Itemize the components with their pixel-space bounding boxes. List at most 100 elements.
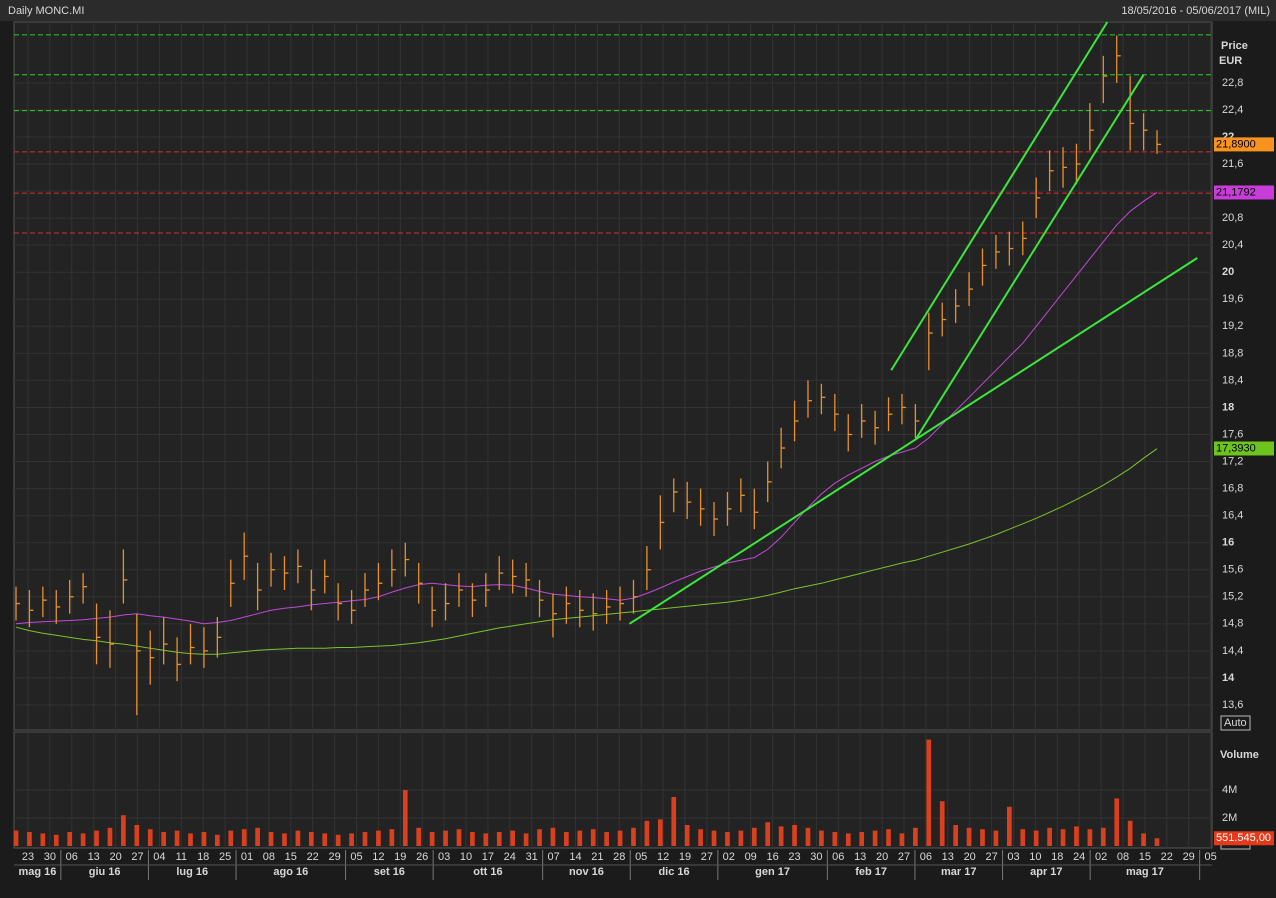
- x-tick-label: 14: [569, 851, 581, 863]
- x-tick-label: 24: [1073, 851, 1085, 863]
- volume-bar: [537, 829, 542, 846]
- volume-bar: [94, 830, 99, 846]
- y-tick-label: 22,4: [1222, 104, 1243, 116]
- value-marker-label: 551.545,00: [1216, 832, 1271, 844]
- x-tick-label: 17: [482, 851, 494, 863]
- volume-bar: [886, 829, 891, 846]
- month-label: dic 16: [658, 866, 689, 878]
- volume-bar: [684, 825, 690, 846]
- x-tick-label: 23: [22, 851, 34, 863]
- x-tick-label: 27: [701, 851, 713, 863]
- value-marker-label: 21,1792: [1216, 186, 1256, 198]
- y-tick-label: 14,4: [1222, 645, 1243, 657]
- x-tick-label: 22: [1161, 851, 1173, 863]
- x-tick-label: 02: [723, 851, 735, 863]
- volume-bar: [362, 832, 368, 846]
- x-tick-label: 03: [438, 851, 450, 863]
- x-tick-label: 27: [898, 851, 910, 863]
- x-tick-label: 16: [766, 851, 778, 863]
- x-tick-label: 15: [1139, 851, 1151, 863]
- volume-bar: [631, 827, 636, 846]
- volume-bar: [590, 829, 596, 846]
- volume-bar: [268, 832, 274, 846]
- trend-line: [628, 257, 1198, 625]
- volume-bar: [805, 827, 811, 846]
- x-tick-label: 20: [964, 851, 976, 863]
- x-tick-label: 13: [854, 851, 866, 863]
- x-tick-label: 28: [613, 851, 625, 863]
- y-tick-label: 19,6: [1222, 293, 1243, 305]
- volume-bar: [228, 830, 234, 846]
- volume-bar: [751, 827, 757, 846]
- volume-bar: [443, 830, 448, 846]
- month-label: mag 17: [1126, 866, 1164, 878]
- volume-bar: [644, 820, 650, 846]
- volume-bar: [1141, 833, 1146, 846]
- x-tick-label: 01: [241, 851, 253, 863]
- volume-bar: [174, 830, 180, 846]
- volume-bar: [335, 834, 341, 846]
- volume-bar: [564, 832, 569, 846]
- month-label: apr 17: [1030, 866, 1062, 878]
- volume-bar: [966, 827, 972, 846]
- header-bar: [0, 0, 1276, 21]
- volume-bar: [402, 790, 408, 846]
- y-tick-label: 20,4: [1222, 239, 1243, 251]
- y-tick-label: 19,2: [1222, 320, 1243, 332]
- volume-bar: [134, 825, 140, 846]
- x-tick-label: 23: [788, 851, 800, 863]
- volume-bar: [872, 830, 878, 846]
- volume-bar: [349, 833, 354, 846]
- y-tick-label: 18: [1222, 401, 1234, 413]
- volume-bar: [308, 832, 314, 846]
- volume-bar: [1114, 798, 1120, 846]
- volume-bar: [389, 829, 395, 846]
- scale-button-label: Auto: [1224, 717, 1247, 729]
- volume-bar: [953, 825, 958, 846]
- volume-bar: [792, 825, 797, 846]
- y-tick-label: 15,6: [1222, 564, 1243, 576]
- y-tick-label: 16,4: [1222, 510, 1243, 522]
- volume-bar: [80, 833, 86, 846]
- volume-bar: [765, 822, 771, 846]
- y-tick-label: 16: [1222, 537, 1234, 549]
- value-marker: [1214, 185, 1274, 200]
- volume-bar: [416, 827, 422, 846]
- currency-label: EUR: [1219, 55, 1242, 67]
- x-tick-label: 18: [197, 851, 209, 863]
- volume-tick-label: 2M: [1222, 812, 1237, 824]
- volume-bar: [282, 833, 287, 846]
- volume-bar: [725, 832, 730, 846]
- x-tick-label: 03: [1007, 851, 1019, 863]
- month-label: nov 16: [569, 866, 604, 878]
- volume-bar: [859, 832, 865, 846]
- y-tick-label: 18,4: [1222, 374, 1243, 386]
- volume-bar: [107, 827, 113, 846]
- volume-bar: [429, 832, 435, 846]
- volume-bar: [40, 833, 46, 846]
- chart-title: Daily MONC.MI: [8, 5, 84, 17]
- x-tick-label: 15: [285, 851, 297, 863]
- month-label: set 16: [374, 866, 405, 878]
- month-label: feb 17: [855, 866, 887, 878]
- scale-button[interactable]: Auto: [1220, 715, 1251, 731]
- volume-bar: [1020, 829, 1026, 846]
- moving-average: [15, 191, 1158, 625]
- x-tick-label: 31: [526, 851, 538, 863]
- volume-bar: [255, 827, 260, 846]
- month-label: gen 17: [755, 866, 790, 878]
- volume-bar: [926, 739, 932, 846]
- plot: 23 30 06 13 20 27 04 11 18 25 01 08 15 22 29 05 12 19 26 03…: [13, 21, 1274, 880]
- x-tick-label: 12: [657, 851, 669, 863]
- volume-bar: [121, 815, 126, 846]
- x-tick-label: 08: [1117, 851, 1129, 863]
- x-tick-label: 24: [504, 851, 516, 863]
- volume-bar: [1087, 829, 1093, 846]
- volume-bar: [510, 830, 516, 846]
- volume-bar: [845, 833, 851, 846]
- x-tick-label: 12: [372, 851, 384, 863]
- volume-bar: [496, 832, 502, 846]
- volume-bar: [993, 830, 999, 846]
- month-label: lug 16: [176, 866, 208, 878]
